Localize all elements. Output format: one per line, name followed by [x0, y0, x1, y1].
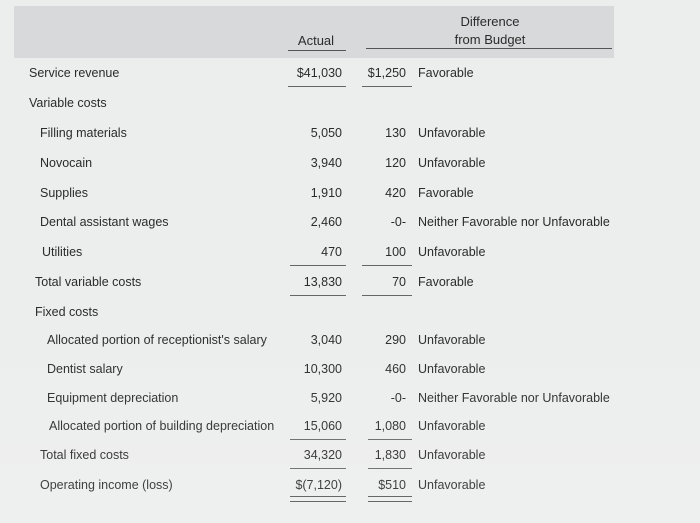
actual-value: 3,040 — [310, 333, 342, 347]
actual-value: $41,030 — [296, 66, 342, 80]
variance-status: Unfavorable — [418, 448, 486, 462]
variance-status: Unfavorable — [418, 362, 486, 376]
underline — [362, 295, 412, 296]
difference-header-line2: from Budget — [454, 32, 526, 47]
underline — [362, 86, 412, 87]
variance-status: Unfavorable — [418, 333, 486, 347]
actual-value: 1,910 — [310, 186, 342, 200]
table-row: Allocated portion of building depreciati… — [0, 419, 700, 439]
underline — [290, 295, 346, 296]
row-label: Filling materials — [40, 126, 127, 140]
table-row: Dentist salary 10,300 460 Unfavorable — [0, 362, 700, 382]
row-label: Dental assistant wages — [40, 215, 169, 229]
actual-value: 10,300 — [303, 362, 342, 376]
row-label: Utilities — [42, 245, 83, 259]
difference-value: 120 — [385, 156, 406, 170]
underline — [290, 468, 346, 469]
variance-status: Unfavorable — [418, 419, 486, 433]
section-label: Variable costs — [29, 96, 107, 110]
row-label: Total variable costs — [35, 275, 142, 289]
underline — [368, 439, 412, 440]
actual-value: 15,060 — [303, 419, 342, 433]
variance-status: Neither Favorable nor Unfavorable — [418, 391, 610, 405]
header-underline-difference — [366, 48, 612, 49]
variance-status: Unfavorable — [418, 126, 486, 140]
row-label: Novocain — [40, 156, 93, 170]
difference-value: 290 — [385, 333, 406, 347]
difference-header-line1: Difference — [460, 14, 520, 29]
variance-status: Favorable — [418, 186, 474, 200]
actual-value: 5,920 — [310, 391, 342, 405]
underline — [290, 265, 346, 266]
actual-value: $(7,120) — [295, 478, 342, 492]
actual-value: 2,460 — [310, 215, 342, 229]
table-row: Dental assistant wages 2,460 -0- Neither… — [0, 215, 700, 235]
variance-status: Unfavorable — [418, 156, 486, 170]
row-label: Equipment depreciation — [47, 391, 179, 405]
row-label: Supplies — [40, 186, 88, 200]
column-header-actual: Actual — [297, 33, 335, 48]
table-row: Equipment depreciation 5,920 -0- Neither… — [0, 391, 700, 411]
difference-value: 100 — [385, 245, 406, 259]
table-row: Total variable costs 13,830 70 Favorable — [0, 275, 700, 295]
column-header-difference: Difference from Budget — [440, 13, 540, 49]
row-label: Allocated portion of receptionist's sala… — [47, 333, 267, 347]
row-label: Dentist salary — [47, 362, 123, 376]
variance-status: Favorable — [418, 66, 474, 80]
difference-value: 1,080 — [374, 419, 406, 433]
table-row: Fixed costs — [0, 305, 700, 325]
difference-value: $510 — [378, 478, 406, 492]
difference-value: -0- — [390, 215, 406, 229]
header-underline-actual — [288, 50, 346, 51]
section-label: Fixed costs — [35, 305, 99, 319]
difference-value: $1,250 — [367, 66, 406, 80]
underline — [362, 265, 412, 266]
actual-value: 5,050 — [310, 126, 342, 140]
table-row: Allocated portion of receptionist's sala… — [0, 333, 700, 353]
table-row: Operating income (loss) $(7,120) $510 Un… — [0, 478, 700, 498]
row-label: Total fixed costs — [40, 448, 129, 462]
underline — [368, 468, 412, 469]
actual-value: 13,830 — [303, 275, 342, 289]
row-label: Operating income (loss) — [40, 478, 173, 492]
difference-value: -0- — [390, 391, 406, 405]
actual-value: 470 — [321, 245, 342, 259]
table-row: Filling materials 5,050 130 Unfavorable — [0, 126, 700, 146]
double-underline — [368, 496, 412, 502]
table-row: Supplies 1,910 420 Favorable — [0, 186, 700, 206]
variance-status: Unfavorable — [418, 245, 486, 259]
variance-status: Neither Favorable nor Unfavorable — [418, 215, 610, 229]
table-row: Service revenue $41,030 $1,250 Favorable — [0, 66, 700, 86]
variance-status: Favorable — [418, 275, 474, 289]
difference-value: 70 — [392, 275, 406, 289]
table-row: Utilities 470 100 Unfavorable — [0, 245, 700, 265]
difference-value: 420 — [385, 186, 406, 200]
underline — [288, 86, 346, 87]
difference-value: 130 — [385, 126, 406, 140]
underline — [290, 439, 346, 440]
difference-value: 460 — [385, 362, 406, 376]
table-row: Total fixed costs 34,320 1,830 Unfavorab… — [0, 448, 700, 468]
table-header-band — [14, 6, 614, 58]
row-label: Allocated portion of building depreciati… — [49, 419, 275, 433]
table-row: Variable costs — [0, 96, 700, 116]
row-label: Service revenue — [29, 66, 120, 80]
actual-value: 3,940 — [310, 156, 342, 170]
table-row: Novocain 3,940 120 Unfavorable — [0, 156, 700, 176]
double-underline — [290, 496, 346, 502]
difference-value: 1,830 — [374, 448, 406, 462]
actual-value: 34,320 — [303, 448, 342, 462]
variance-status: Unfavorable — [418, 478, 486, 492]
